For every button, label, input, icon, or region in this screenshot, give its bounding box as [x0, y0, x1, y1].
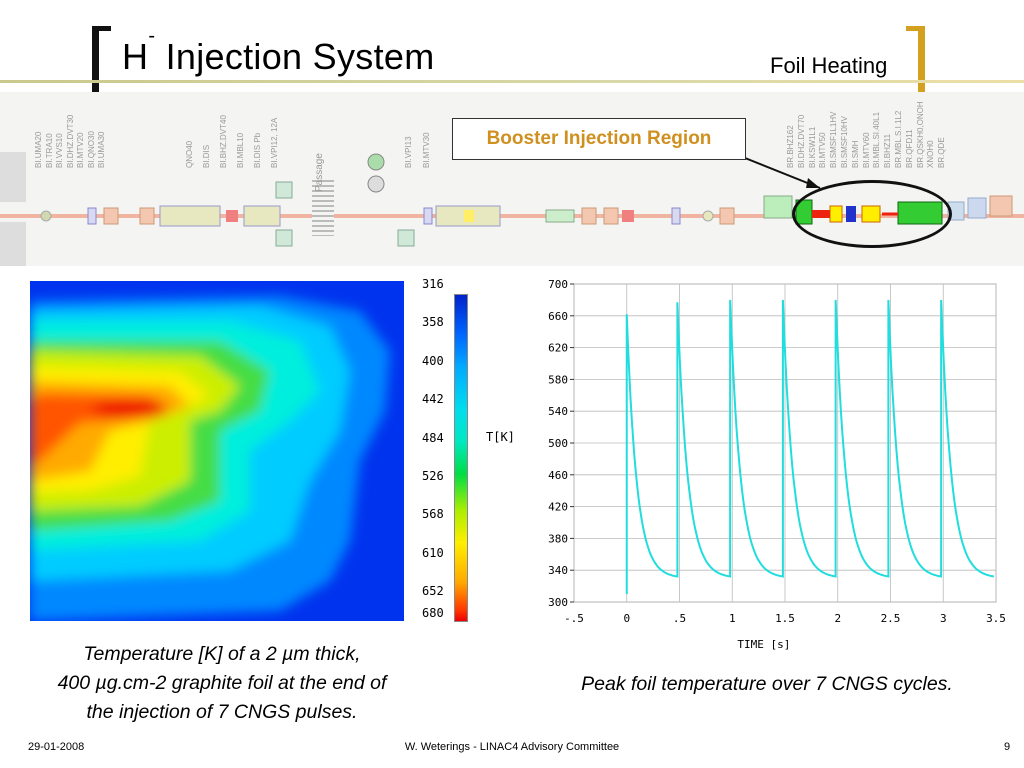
- scale-label-680: 680: [422, 606, 444, 620]
- septum-1: [763, 195, 793, 219]
- chart-x-tick-label-6: 2.5: [881, 612, 901, 625]
- heatmap-color-scale: [454, 294, 468, 622]
- chart-x-tick-label-7: 3: [940, 612, 947, 625]
- magnet-2: [139, 207, 155, 225]
- callout-arrow: [739, 155, 821, 189]
- footer-date: 29-01-2008: [28, 741, 85, 753]
- title-rest-text: Injection System: [155, 36, 435, 77]
- heatmap-caption-line-3: the injection of 7 CNGS pulses.: [86, 701, 358, 723]
- chart-series-line-0: [625, 299, 995, 595]
- chart-y-tick-label-1: 340: [548, 564, 568, 577]
- corrector-2: [622, 210, 634, 222]
- chart-y-tick-label-2: 380: [548, 532, 568, 545]
- title-superscript: -: [148, 25, 156, 47]
- magnet-1: [103, 207, 119, 225]
- heatmap-caption-line-1: Temperature [K] of a 2 µm thick,: [83, 643, 361, 665]
- chart-y-tick-label-9: 660: [548, 310, 568, 323]
- bpm-3: [671, 207, 681, 225]
- bumper-2: [967, 197, 987, 219]
- scale-label-568: 568: [422, 507, 444, 522]
- passage-hatch: [312, 180, 334, 236]
- chart-y-tick-label-5: 500: [548, 437, 568, 450]
- element-yellow-1: [464, 210, 474, 222]
- title-right-bracket: [906, 26, 925, 102]
- heatmap-caption: Temperature [K] of a 2 µm thick, 400 µg.…: [20, 640, 424, 727]
- chart-caption: Peak foil temperature over 7 CNGS cycles…: [581, 673, 953, 695]
- monitor-1: [367, 153, 385, 171]
- scale-label-400: 400: [422, 353, 444, 368]
- footer-page-number: 9: [1004, 741, 1011, 753]
- quad-symbol-2: [702, 210, 714, 222]
- chart-y-tick-label-10: 700: [548, 278, 568, 291]
- chart-x-tick-label-0: -.5: [564, 612, 584, 625]
- chart-x-axis-label: TIME [s]: [737, 638, 790, 651]
- heatmap-caption-line-2: 400 µg.cm-2 graphite foil at the end of: [57, 672, 387, 694]
- injection-region-ellipse: [792, 180, 952, 248]
- chart-x-tick-label-2: .5: [673, 612, 686, 625]
- bpm-2: [423, 207, 433, 225]
- chart-y-tick-label-6: 540: [548, 405, 568, 418]
- chart-y-tick-label-0: 300: [548, 596, 568, 609]
- chart-x-tick-label-5: 2: [834, 612, 841, 625]
- chart-x-tick-label-4: 1.5: [775, 612, 795, 625]
- callout-arrowhead: [806, 178, 820, 188]
- dipole-2: [243, 205, 281, 227]
- kicker-1: [545, 209, 575, 223]
- corrector-1: [226, 210, 238, 222]
- chart-y-tick-label-4: 460: [548, 469, 568, 482]
- foil-temperature-chart: -.5 0 .5 1 1.5 2 2.5 3 3.5 300 340 380 420 460 500 540 5…: [548, 278, 1006, 651]
- footer-center: W. Weterings - LINAC4 Advisory Committee: [404, 741, 620, 753]
- chart-y-tick-label-8: 620: [548, 342, 568, 355]
- title-left-bracket: [92, 26, 111, 102]
- chart-y-tick-label-7: 580: [548, 373, 568, 386]
- heatmap-unit-label: T[K]: [486, 430, 515, 444]
- dipole-1: [159, 205, 221, 227]
- heatmap-svg: [30, 296, 390, 621]
- chart-x-tick-label-1: 0: [623, 612, 630, 625]
- scale-label-652: 652: [422, 584, 444, 598]
- scale-label-526: 526: [422, 468, 444, 483]
- header-rule: [0, 80, 1024, 83]
- scale-label-484: 484: [422, 430, 444, 445]
- magnet-4: [603, 207, 619, 225]
- slide-title: H- Injection System: [122, 25, 435, 78]
- scale-label-358: 358: [422, 315, 444, 330]
- beamline-beam-pipe: [0, 214, 1024, 218]
- quad-symbol: [40, 210, 52, 222]
- scale-label-316: 316: [422, 277, 444, 291]
- pump-3: [397, 229, 415, 247]
- chart-x-tick-label-8: 3.5: [986, 612, 1006, 625]
- pump-2: [275, 229, 293, 247]
- magnet-5: [719, 207, 735, 225]
- chart-x-tick-label-3: 1: [729, 612, 736, 625]
- bumper-3: [989, 195, 1013, 217]
- title-main-text: H: [122, 36, 149, 77]
- bpm-1: [87, 207, 97, 225]
- pump-1: [275, 181, 293, 199]
- magnet-3: [581, 207, 597, 225]
- booster-injection-callout: Booster Injection Region: [452, 118, 746, 160]
- scale-label-610: 610: [422, 545, 444, 560]
- tank-block-2: [0, 222, 26, 266]
- scale-label-442: 442: [422, 392, 444, 407]
- tank-block-1: [0, 152, 26, 202]
- chart-y-tick-label-3: 420: [548, 501, 568, 514]
- slide-subtitle: Foil Heating: [770, 53, 888, 78]
- temperature-heatmap: [30, 281, 404, 621]
- monitor-2: [367, 175, 385, 193]
